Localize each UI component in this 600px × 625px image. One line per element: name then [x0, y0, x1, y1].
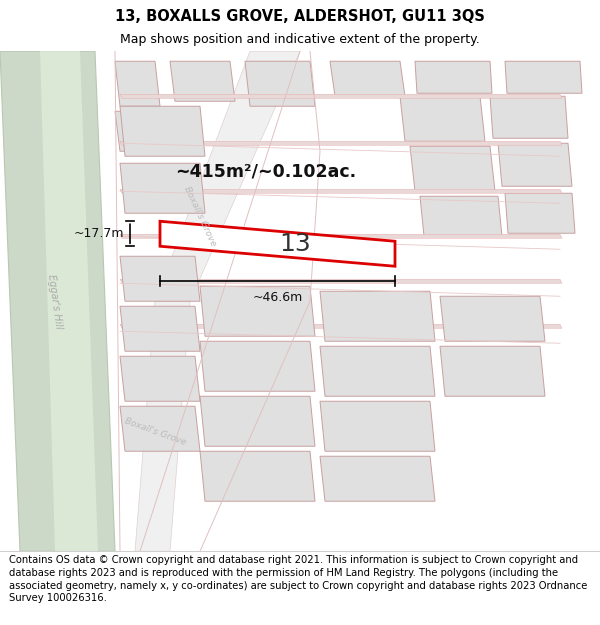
- Text: 13: 13: [279, 232, 311, 256]
- Polygon shape: [320, 456, 435, 501]
- Text: Map shows position and indicative extent of the property.: Map shows position and indicative extent…: [120, 33, 480, 46]
- Text: 13, BOXALLS GROVE, ALDERSHOT, GU11 3QS: 13, BOXALLS GROVE, ALDERSHOT, GU11 3QS: [115, 9, 485, 24]
- Polygon shape: [135, 301, 190, 551]
- Polygon shape: [120, 256, 200, 301]
- Polygon shape: [170, 61, 235, 101]
- Polygon shape: [155, 51, 300, 301]
- Polygon shape: [200, 451, 315, 501]
- Text: ~17.7m: ~17.7m: [74, 228, 124, 240]
- Polygon shape: [490, 96, 568, 138]
- Text: Boxall's Grove: Boxall's Grove: [123, 416, 187, 446]
- Polygon shape: [420, 196, 502, 236]
- Polygon shape: [120, 234, 562, 238]
- Polygon shape: [120, 106, 205, 156]
- Polygon shape: [120, 324, 562, 328]
- Polygon shape: [120, 189, 562, 193]
- Polygon shape: [115, 111, 160, 151]
- Text: ~415m²/~0.102ac.: ~415m²/~0.102ac.: [175, 162, 356, 180]
- Polygon shape: [410, 146, 495, 191]
- Polygon shape: [120, 356, 200, 401]
- Polygon shape: [120, 406, 200, 451]
- Text: Boxall's Grove: Boxall's Grove: [182, 185, 218, 248]
- Polygon shape: [498, 143, 572, 186]
- Polygon shape: [0, 51, 115, 551]
- Polygon shape: [440, 346, 545, 396]
- Text: ~46.6m: ~46.6m: [253, 291, 302, 304]
- Polygon shape: [440, 296, 545, 341]
- Polygon shape: [120, 279, 562, 283]
- Polygon shape: [245, 61, 315, 106]
- Polygon shape: [120, 163, 205, 213]
- Polygon shape: [160, 221, 395, 266]
- Polygon shape: [320, 346, 435, 396]
- Polygon shape: [320, 291, 435, 341]
- Polygon shape: [200, 396, 315, 446]
- Text: Contains OS data © Crown copyright and database right 2021. This information is : Contains OS data © Crown copyright and d…: [9, 555, 587, 603]
- Polygon shape: [330, 61, 405, 96]
- Polygon shape: [400, 96, 485, 141]
- Polygon shape: [120, 94, 562, 98]
- Polygon shape: [120, 306, 200, 351]
- Polygon shape: [115, 61, 160, 106]
- Polygon shape: [200, 341, 315, 391]
- Text: Eggar's Hill: Eggar's Hill: [46, 273, 64, 329]
- Polygon shape: [40, 51, 98, 551]
- Polygon shape: [120, 141, 562, 145]
- Polygon shape: [505, 61, 582, 93]
- Polygon shape: [200, 286, 315, 336]
- Polygon shape: [320, 401, 435, 451]
- Polygon shape: [505, 193, 575, 233]
- Polygon shape: [415, 61, 492, 93]
